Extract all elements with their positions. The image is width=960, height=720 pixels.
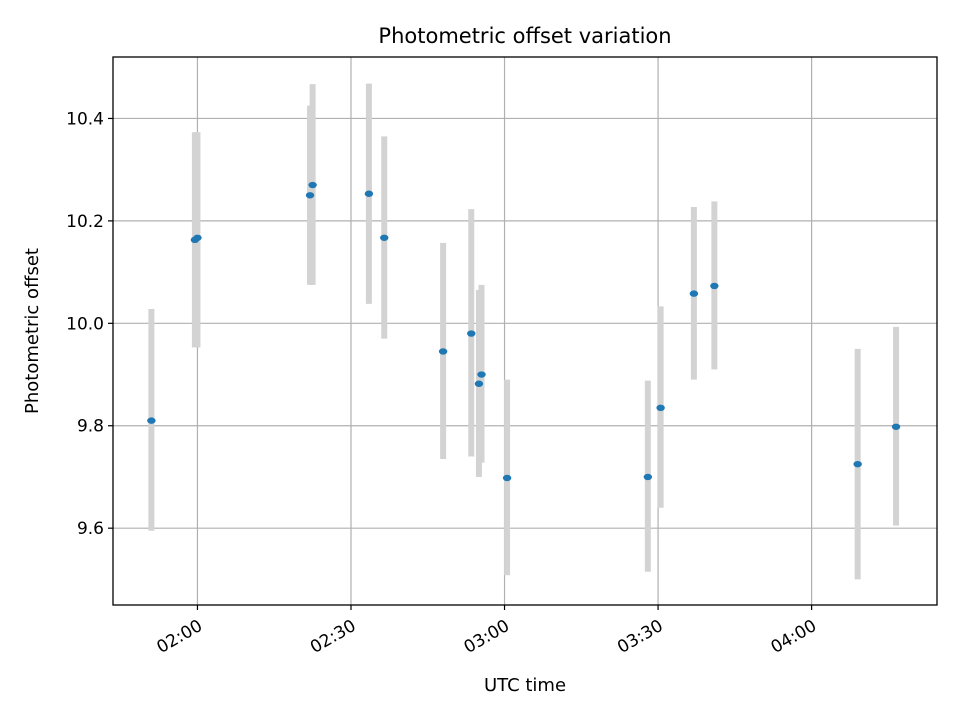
x-tick-label: 04:00	[768, 616, 820, 658]
data-point	[656, 404, 665, 412]
data-point	[477, 371, 486, 378]
data-point	[467, 330, 476, 337]
data-point	[438, 348, 448, 355]
data-point	[710, 282, 719, 290]
data-point	[305, 192, 315, 199]
y-tick-label: 9.6	[77, 519, 104, 539]
y-axis-label: Photometric offset	[22, 248, 43, 414]
grid	[113, 57, 937, 605]
data-point	[643, 473, 653, 481]
data-point	[380, 234, 389, 241]
plot-frame	[112, 56, 938, 606]
x-tick-label: 03:30	[614, 616, 666, 658]
chart-title: Photometric offset variation	[378, 24, 671, 48]
x-tick-label: 02:30	[307, 616, 359, 658]
data-point	[147, 417, 156, 424]
x-axis-label: UTC time	[484, 675, 566, 696]
x-axis: 02:00 02:30 03:00 03:30 04:00	[154, 605, 820, 658]
y-axis: 9.6 9.8 10.0 10.2 10.4	[66, 109, 113, 539]
x-tick-label: 02:00	[154, 616, 206, 658]
data-point	[474, 380, 484, 387]
data-point	[853, 460, 862, 468]
y-tick-label: 10.0	[66, 314, 104, 334]
error-bars	[148, 83, 900, 580]
y-tick-label: 10.4	[66, 109, 104, 129]
data-point	[364, 190, 374, 197]
y-tick-label: 9.8	[77, 417, 104, 437]
data-point	[891, 423, 901, 430]
data-point	[502, 474, 512, 482]
data-points	[147, 181, 901, 482]
x-tick-label: 03:00	[461, 616, 513, 658]
data-point	[689, 290, 699, 297]
y-tick-label: 10.2	[66, 212, 104, 232]
data-point	[193, 234, 202, 241]
data-point	[308, 181, 317, 189]
